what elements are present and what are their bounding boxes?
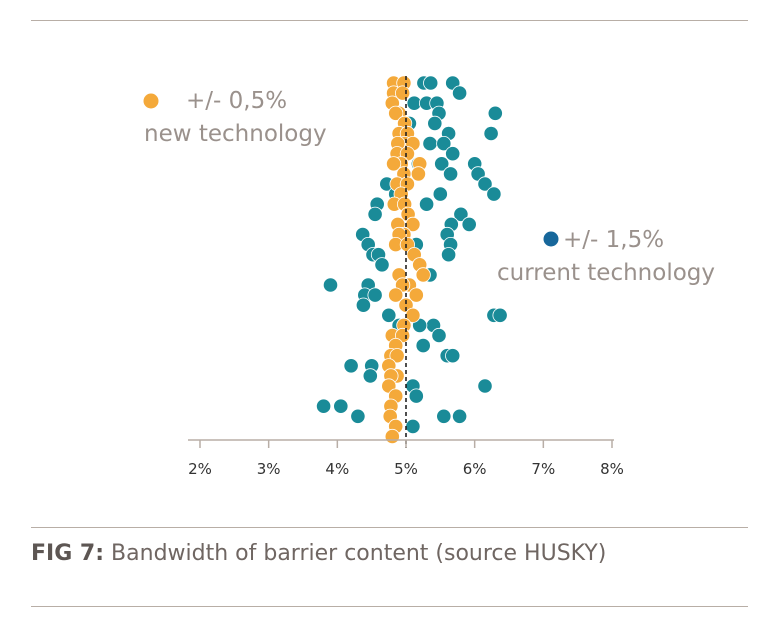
current-technology-point	[350, 408, 366, 424]
current-technology-point	[431, 327, 447, 344]
legend-new-tolerance: +/- 0,5%	[186, 88, 287, 114]
new-technology-point	[389, 348, 405, 364]
figure-caption: FIG 7: Bandwidth of barrier content (sou…	[31, 541, 606, 566]
new-technology-point	[388, 287, 404, 303]
x-tick-label: 4%	[325, 460, 349, 478]
current-technology-point	[477, 378, 493, 394]
current-technology-point	[405, 418, 421, 434]
current-technology-point	[436, 408, 452, 424]
legend-new-dot	[143, 93, 159, 109]
current-technology-point	[453, 206, 469, 222]
current-technology-point	[422, 136, 438, 152]
current-technology-point	[427, 115, 443, 132]
current-technology-point	[343, 358, 359, 374]
new-technology-point	[394, 85, 411, 101]
current-technology-point	[440, 247, 457, 263]
current-technology-point	[451, 85, 468, 101]
x-tick-label: 2%	[188, 460, 212, 478]
x-tick-label: 8%	[600, 460, 624, 478]
current-technology-point	[418, 196, 435, 212]
x-axis-ticks: 2% 3% 4% 5% 6% 7% 8%	[188, 440, 624, 478]
legend-new-label: new technology	[144, 121, 327, 147]
current-technology-point	[436, 136, 452, 152]
x-tick-label: 7%	[531, 460, 555, 478]
legend-current-tolerance: +/- 1,5%	[563, 227, 664, 253]
legend-current-label: current technology	[497, 260, 715, 286]
new-technology-point	[384, 428, 400, 445]
current-technology-point	[408, 388, 424, 404]
current-technology-point	[381, 307, 397, 323]
current-technology-point	[445, 348, 461, 364]
new-technology-point	[385, 156, 402, 172]
current-technology-point	[461, 216, 477, 232]
scatter-chart: 2% 3% 4% 5% 6% 7% 8% +/- 0,5% new technology +…	[143, 75, 715, 478]
current-technology-point	[362, 368, 378, 384]
x-tick-label: 3%	[257, 460, 281, 478]
new-technology-point	[410, 166, 426, 182]
new-technology-point	[415, 267, 431, 283]
caption-figure-number: FIG 7:	[31, 541, 105, 566]
current-technology-point	[483, 125, 499, 142]
current-technology-point	[432, 186, 448, 202]
current-technology-point	[315, 398, 332, 414]
points-layer	[315, 75, 508, 445]
current-technology-point	[367, 287, 383, 303]
current-technology-point	[367, 206, 383, 222]
current-technology-point	[451, 408, 468, 424]
current-technology-point	[355, 297, 371, 313]
current-technology-point	[492, 307, 508, 323]
caption-text: Bandwidth of barrier content (source HUS…	[111, 541, 607, 566]
current-technology-point	[374, 257, 390, 273]
x-tick-label: 5%	[394, 460, 418, 478]
current-technology-point	[434, 156, 450, 172]
current-technology-point	[487, 105, 503, 121]
new-technology-point	[408, 287, 424, 303]
current-technology-point	[442, 166, 459, 182]
bottom-rule	[31, 606, 748, 607]
current-technology-point	[423, 75, 439, 91]
current-technology-point	[333, 398, 349, 414]
current-technology-point	[415, 337, 431, 354]
current-technology-point	[486, 186, 502, 202]
new-technology-point	[388, 105, 404, 121]
top-rule	[31, 20, 748, 21]
current-technology-point	[445, 146, 461, 162]
current-technology-point	[322, 277, 339, 293]
x-tick-label: 6%	[463, 460, 487, 478]
caption-top-rule	[31, 527, 748, 528]
legend-current-dot	[543, 231, 559, 247]
current-technology-point	[477, 176, 493, 192]
